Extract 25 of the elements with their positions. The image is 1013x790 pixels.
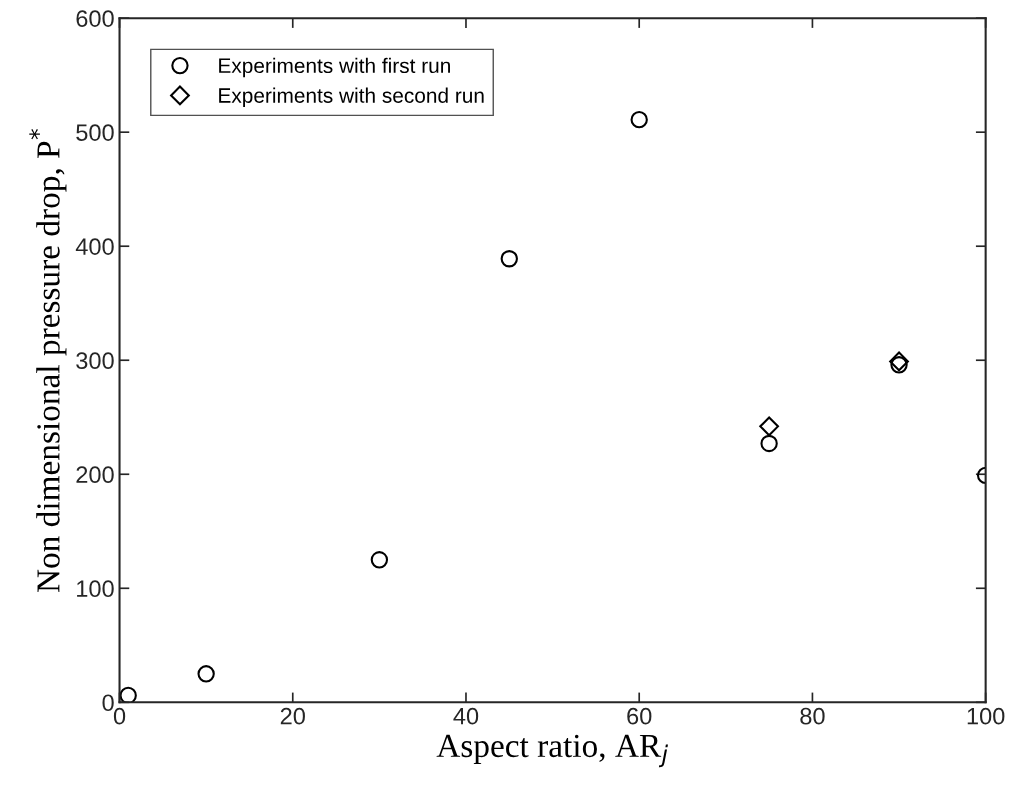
legend-label: Experiments with first run — [219, 57, 450, 78]
point — [630, 110, 648, 129]
y-tick-label: 500 — [76, 124, 114, 141]
point — [760, 434, 778, 453]
x-axis-title: Aspect ratio, AR$_{j}$ — [436, 734, 668, 768]
point — [759, 416, 779, 437]
y-tick-label: 400 — [75, 238, 114, 255]
x-tick-label: 100 — [967, 707, 1005, 725]
x-tick-label: 60 — [627, 707, 652, 725]
x-tick-label: 0 — [113, 707, 126, 725]
point — [890, 356, 908, 374]
point — [197, 665, 215, 683]
y-axis-title: Non dimensional pressure drop, P$^{*}$ — [29, 129, 67, 593]
point — [370, 551, 389, 569]
point — [889, 351, 909, 372]
y-tick-label: 600 — [76, 10, 114, 27]
y-tick-label: 100 — [77, 580, 114, 598]
y-tick-label: 200 — [76, 466, 114, 484]
x-tick-label: 80 — [800, 707, 825, 725]
y-tick-label: 0 — [102, 694, 114, 712]
x-tick-label: 20 — [280, 707, 305, 725]
y-tick-label: 300 — [76, 352, 114, 370]
x-tick-label: 40 — [453, 707, 479, 725]
legend-label: Experiments with second run — [219, 87, 484, 108]
point — [500, 250, 518, 268]
